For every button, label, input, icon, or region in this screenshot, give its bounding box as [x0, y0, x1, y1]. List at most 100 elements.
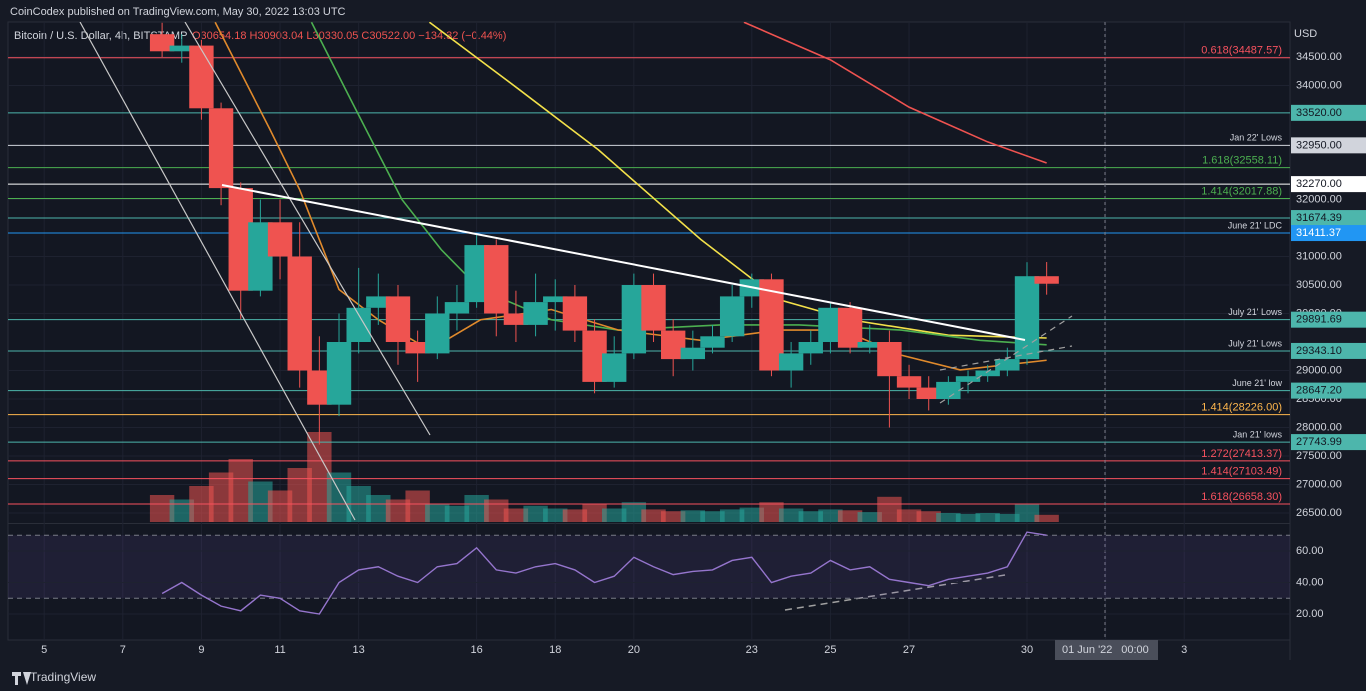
- candle-body: [1014, 276, 1040, 360]
- candle-body: [267, 222, 293, 257]
- x-tick-label: 30: [1021, 644, 1033, 656]
- fib-label: 1.414(27103.49): [1201, 466, 1282, 478]
- x-tick-label: 23: [746, 644, 758, 656]
- published-note: CoinCodex published on TradingView.com, …: [10, 6, 346, 18]
- candle-body: [405, 341, 430, 354]
- price-label-box: [1291, 104, 1366, 121]
- candle-body: [484, 245, 509, 314]
- candle-body: [916, 387, 941, 399]
- candle-body: [385, 296, 411, 342]
- candle-body: [936, 381, 961, 399]
- volume-bar: [503, 508, 529, 522]
- candle-body: [602, 353, 627, 382]
- footer: TradingView: [30, 670, 96, 684]
- candle-body: [955, 376, 981, 382]
- y-tick-label: 27500.00: [1296, 450, 1342, 462]
- price-label-box: [1291, 210, 1366, 227]
- rsi-pane: [8, 531, 1290, 615]
- price-label-box: [1291, 311, 1366, 328]
- cursor-time: 00:00: [1121, 644, 1149, 656]
- x-tick-label: 13: [353, 644, 365, 656]
- y-tick-label: 30500.00: [1296, 279, 1342, 291]
- volume-bar: [719, 509, 745, 522]
- candle-body: [523, 302, 548, 325]
- currency: USD: [1294, 28, 1317, 40]
- candle-body: [149, 34, 175, 52]
- fib-label: 1.414(32017.88): [1201, 185, 1282, 197]
- volume-bar: [543, 508, 568, 522]
- moving-average: [428, 22, 1047, 339]
- price-label: 32270.00: [1296, 178, 1342, 190]
- volume-bar: [700, 511, 725, 522]
- y-tick-label: 27000.00: [1296, 478, 1342, 490]
- y-tick-label: 28000.00: [1296, 421, 1342, 433]
- channel-line: [79, 22, 356, 521]
- volume-bar: [857, 512, 882, 522]
- candle-body: [857, 341, 882, 348]
- rsi-band: [8, 535, 1290, 599]
- volume-bar: [169, 499, 194, 522]
- fib-label: 1.618(26658.30): [1201, 491, 1282, 503]
- rsi-tick-label: 60.00: [1296, 545, 1324, 557]
- volume-bar: [916, 511, 941, 522]
- rsi-line: [161, 531, 1047, 615]
- candle-body: [680, 347, 706, 360]
- candle-body: [877, 341, 902, 377]
- candle-body: [444, 302, 470, 314]
- volume-bar: [660, 511, 686, 522]
- x-tick-label: 7: [120, 644, 126, 656]
- level-note: Jan 21' lows: [1233, 429, 1283, 439]
- price-label-box: [1291, 342, 1366, 359]
- candle-body: [778, 353, 804, 371]
- candle-body: [995, 359, 1020, 371]
- price-label-box: [1291, 434, 1366, 451]
- candle-body: [837, 307, 863, 348]
- cursor-date-box: [1055, 640, 1158, 660]
- candle-body: [641, 284, 666, 331]
- candle-body: [287, 256, 312, 371]
- rsi-tick-label: 20.00: [1296, 608, 1324, 620]
- volume-bar: [936, 513, 961, 522]
- wedge-line: [939, 315, 1073, 404]
- candle-body: [700, 336, 725, 348]
- x-tick-label: 9: [198, 644, 204, 656]
- candle-body: [896, 376, 922, 388]
- volume-bar: [995, 513, 1020, 522]
- price-label: 31674.39: [1296, 212, 1342, 224]
- volume-bar: [641, 509, 666, 522]
- channel-line: [184, 22, 431, 436]
- symbol: Bitcoin / U.S. Dollar, 4h, BITSTAMP: [14, 30, 187, 42]
- volume-bar: [837, 510, 863, 522]
- volume-bar: [680, 510, 706, 522]
- candle-body: [798, 341, 823, 354]
- volume-bar: [602, 508, 627, 522]
- fib-label: 0.618(34487.57): [1201, 45, 1282, 57]
- volume-bar: [1014, 504, 1040, 522]
- x-tick-label: 5: [41, 644, 47, 656]
- price-label: 32950.00: [1296, 139, 1342, 151]
- y-tick-label: 29000.00: [1296, 364, 1342, 376]
- candle-body: [503, 313, 529, 325]
- x-tick-label: 18: [549, 644, 561, 656]
- candle-body: [208, 108, 234, 189]
- x-tick-label: 25: [824, 644, 836, 656]
- wedge-line: [939, 345, 1073, 371]
- volume-bar: [759, 502, 784, 522]
- candle-body: [543, 296, 568, 303]
- y-tick-label: 32000.00: [1296, 193, 1342, 205]
- price-label-box: [1291, 176, 1366, 193]
- x-tick-label: 27: [903, 644, 915, 656]
- volume-bar: [523, 505, 548, 522]
- price-label: 27743.99: [1296, 436, 1342, 448]
- candle-body: [562, 296, 588, 331]
- price-label-box: [1291, 137, 1366, 154]
- price-label: 28647.20: [1296, 385, 1342, 397]
- price-label-box: [1291, 225, 1366, 242]
- price-pane: [8, 22, 1290, 522]
- volume-bar: [444, 505, 470, 522]
- x-tick-label: 16: [470, 644, 482, 656]
- y-tick-label: 34000.00: [1296, 79, 1342, 91]
- y-tick-label: 34500.00: [1296, 51, 1342, 63]
